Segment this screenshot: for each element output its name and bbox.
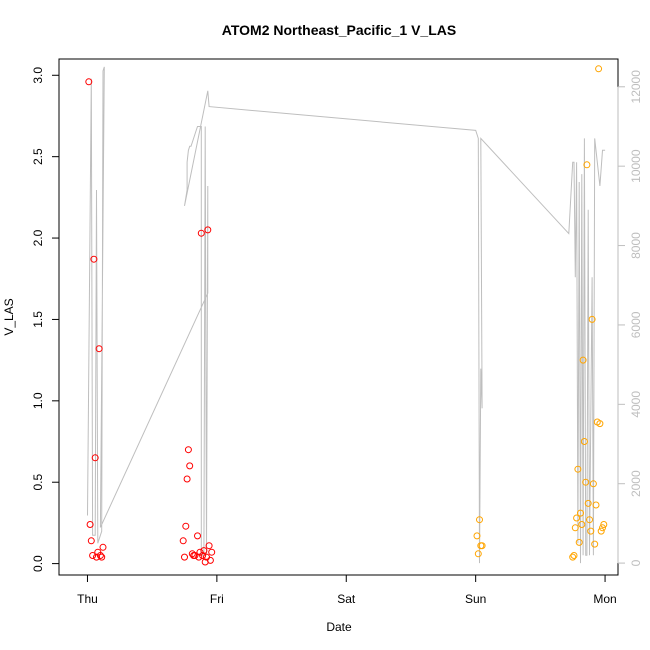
right-y-tick-label: 6000 [629, 311, 643, 338]
right-y-tick-label: 0 [629, 559, 643, 566]
data-point [478, 542, 486, 550]
data-point [577, 509, 584, 517]
data-point [195, 553, 203, 561]
data-point [589, 480, 597, 488]
data-point [587, 527, 595, 535]
data-point [473, 532, 481, 540]
data-point [199, 552, 207, 559]
right-y-tick-label: 8000 [629, 232, 643, 259]
data-point [205, 542, 213, 550]
data-point [599, 524, 606, 532]
data-point [595, 65, 603, 73]
data-point [90, 255, 98, 263]
data-point [184, 446, 192, 454]
data-point [87, 537, 95, 545]
data-point [99, 543, 107, 551]
right-y-axis: 0 2000 4000 6000 8000 10000 12000 [617, 70, 643, 566]
data-point [476, 516, 483, 524]
x-tick-label: Sat [337, 592, 356, 606]
right-y-tick-label: 2000 [629, 470, 643, 497]
y-tick-label: 0.0 [31, 555, 45, 572]
x-axis: Thu Fri Sat Sun Mon [77, 574, 617, 606]
data-point [573, 514, 581, 522]
y-axis-label: V_LAS [2, 298, 16, 335]
data-point [197, 229, 205, 237]
data-point [580, 438, 588, 445]
data-point [571, 524, 579, 532]
data-point [584, 499, 592, 507]
plot-frame [58, 58, 619, 576]
data-point [578, 521, 586, 528]
data-point [200, 547, 208, 555]
data-point [569, 553, 577, 561]
data-point [474, 550, 482, 558]
right-y-tick-label: 4000 [629, 391, 643, 418]
data-point [570, 552, 578, 559]
data-point [93, 553, 100, 561]
data-point [583, 161, 591, 169]
secondary-series-line [87, 66, 606, 564]
data-point [194, 532, 201, 540]
data-point [600, 521, 608, 528]
data-point [182, 522, 190, 530]
y-tick-label: 3.0 [31, 67, 45, 84]
data-point [579, 356, 587, 364]
data-point [91, 454, 99, 462]
data-point [98, 553, 106, 561]
right-y-tick-label: 12000 [629, 70, 643, 104]
x-tick-label: Mon [593, 592, 616, 606]
y-axis: 0.0 0.5 1.0 1.5 2.0 2.5 3.0 [31, 67, 60, 572]
data-point [186, 462, 194, 470]
data-point [181, 553, 188, 561]
points-layer [85, 65, 608, 566]
y-tick-label: 2.5 [31, 148, 45, 165]
data-point [586, 516, 593, 524]
x-axis-label: Date [326, 620, 352, 634]
y-tick-label: 0.5 [31, 474, 45, 491]
data-point [179, 537, 187, 545]
data-point [183, 475, 191, 483]
data-point [575, 538, 583, 546]
y-tick-label: 1.5 [31, 311, 45, 328]
data-point [204, 226, 212, 234]
data-point [89, 552, 97, 559]
data-point [592, 501, 600, 509]
secondary-line-layer [87, 66, 606, 564]
data-point [191, 552, 199, 559]
data-point [85, 78, 93, 86]
right-y-tick-label: 10000 [629, 149, 643, 183]
data-point [206, 556, 214, 564]
data-point [588, 315, 596, 323]
data-point [574, 465, 582, 473]
data-point [596, 420, 604, 428]
data-point [582, 478, 590, 486]
chart-title: ATOM2 Northeast_Pacific_1 V_LAS [222, 22, 456, 38]
data-point [591, 540, 599, 548]
data-point [597, 527, 605, 535]
x-tick-label: Fri [210, 592, 224, 606]
x-tick-label: Sun [465, 592, 486, 606]
data-point [208, 548, 216, 556]
data-point [86, 521, 94, 528]
data-point [95, 345, 103, 353]
x-tick-label: Thu [77, 592, 98, 606]
data-point [96, 552, 104, 559]
y-tick-label: 2.0 [31, 229, 45, 246]
y-tick-label: 1.0 [31, 392, 45, 409]
